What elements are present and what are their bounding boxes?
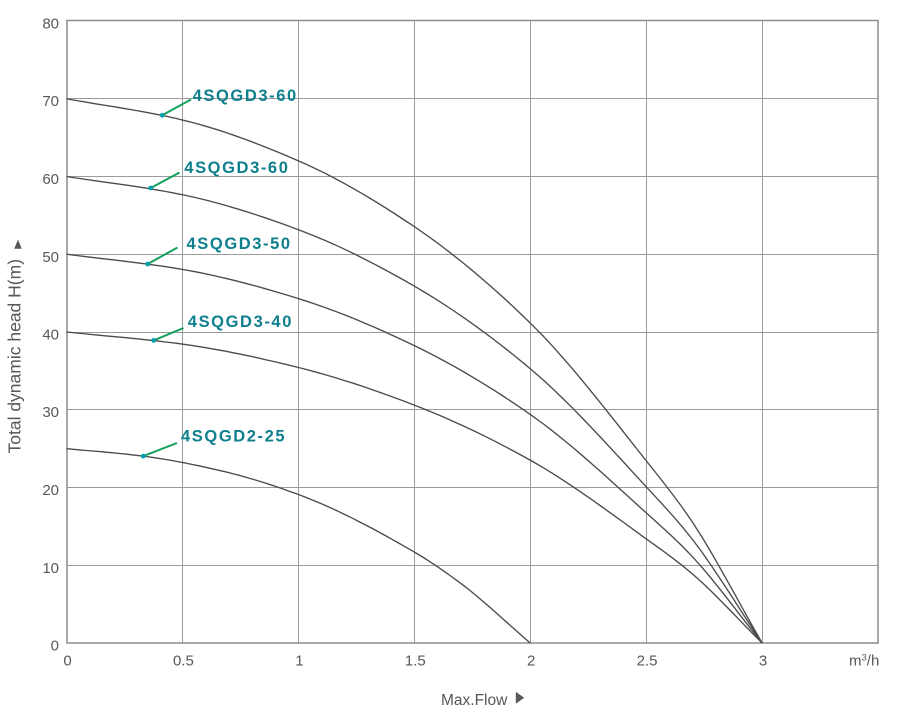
svg-text:3: 3 [759,653,767,670]
svg-text:4SQGD2-25: 4SQGD2-25 [181,428,286,446]
svg-text:30: 30 [42,404,59,421]
svg-text:10: 10 [42,560,59,577]
svg-text:4SQGD3-60: 4SQGD3-60 [193,87,298,105]
svg-text:0.5: 0.5 [173,653,194,670]
svg-text:Total dynamic head H(m): Total dynamic head H(m) [5,259,25,454]
svg-text:4SQGD3-40: 4SQGD3-40 [188,313,293,331]
svg-text:4SQGD3-60: 4SQGD3-60 [184,159,289,177]
svg-text:0: 0 [51,638,59,655]
svg-text:40: 40 [42,327,59,344]
svg-text:1.5: 1.5 [405,653,426,670]
svg-text:2: 2 [527,653,535,670]
svg-text:2.5: 2.5 [637,653,658,670]
svg-text:m3/h: m3/h [849,653,879,670]
svg-text:1: 1 [295,653,303,670]
svg-text:70: 70 [42,93,59,110]
svg-text:0: 0 [63,653,71,670]
svg-text:4SQGD3-50: 4SQGD3-50 [187,235,292,253]
svg-text:20: 20 [42,482,59,499]
svg-text:60: 60 [42,171,59,188]
svg-text:50: 50 [42,249,59,266]
svg-text:80: 80 [42,16,59,33]
svg-text:Max.Flow: Max.Flow [441,692,508,709]
